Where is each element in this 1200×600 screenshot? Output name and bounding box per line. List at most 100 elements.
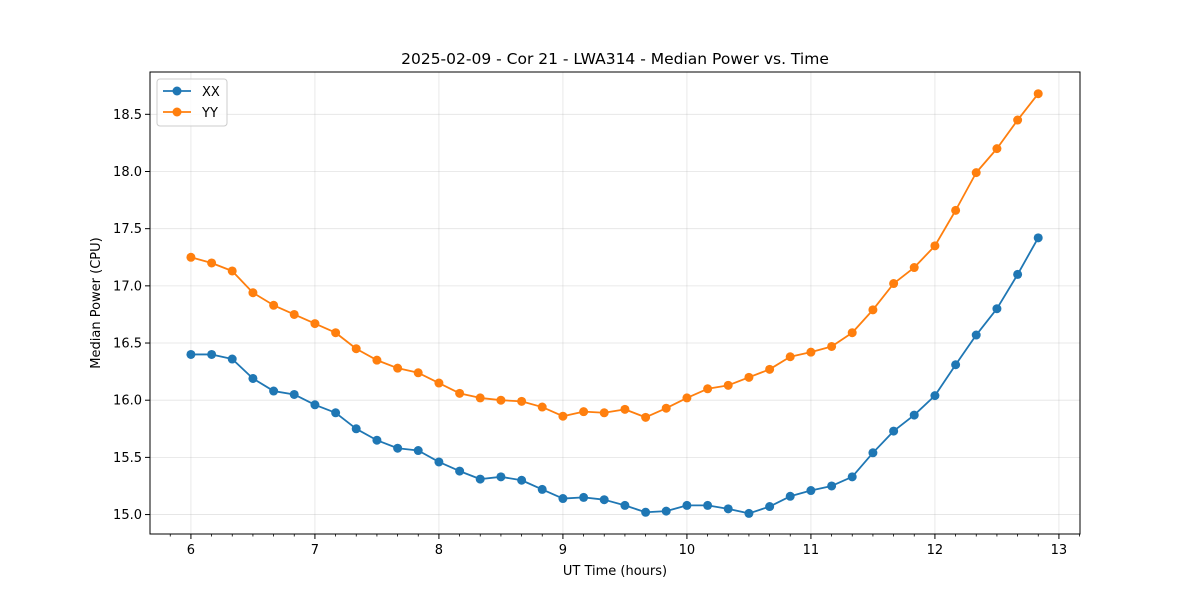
data-point-xx xyxy=(289,389,299,399)
data-point-xx xyxy=(227,354,237,364)
data-point-xx xyxy=(372,435,382,445)
data-point-yy xyxy=(475,393,485,403)
data-point-yy xyxy=(620,404,630,414)
x-tick-label: 9 xyxy=(559,543,567,558)
data-point-yy xyxy=(248,288,258,298)
x-tick-label: 12 xyxy=(927,543,944,558)
data-point-yy xyxy=(599,408,609,418)
data-point-xx xyxy=(455,466,465,476)
y-tick-label: 18.0 xyxy=(113,165,142,180)
data-point-xx xyxy=(744,508,754,518)
legend-label-xx: XX xyxy=(202,85,220,100)
data-point-xx xyxy=(579,492,589,502)
data-point-yy xyxy=(889,279,899,289)
x-tick-label: 13 xyxy=(1051,543,1068,558)
x-tick-label: 11 xyxy=(803,543,820,558)
x-tick-label: 8 xyxy=(435,543,443,558)
data-point-xx xyxy=(827,481,837,491)
data-point-yy xyxy=(289,309,299,319)
data-point-yy xyxy=(227,266,237,276)
data-point-yy xyxy=(930,241,940,251)
data-point-yy xyxy=(186,252,196,262)
data-point-xx xyxy=(641,507,651,517)
data-point-xx xyxy=(889,426,899,436)
data-point-yy xyxy=(372,355,382,365)
data-point-yy xyxy=(723,380,733,390)
x-tick-label: 10 xyxy=(679,543,696,558)
data-point-xx xyxy=(1033,233,1043,243)
data-point-yy xyxy=(351,344,361,354)
x-tick-label: 7 xyxy=(311,543,319,558)
data-point-xx xyxy=(207,349,217,359)
data-point-xx xyxy=(765,502,775,512)
series-xx xyxy=(186,233,1043,518)
data-point-xx xyxy=(248,373,258,383)
y-tick-label: 16.0 xyxy=(113,394,142,409)
data-point-yy xyxy=(909,263,919,273)
data-point-xx xyxy=(703,500,713,510)
data-point-xx xyxy=(413,446,423,456)
data-point-xx xyxy=(537,484,547,494)
data-point-yy xyxy=(455,388,465,398)
y-tick-label: 17.0 xyxy=(113,279,142,294)
x-axis: 6 7 8 9 10 11 12 13 xyxy=(169,534,1080,558)
legend-marker-yy xyxy=(172,107,182,117)
data-point-xx xyxy=(682,500,692,510)
data-point-yy xyxy=(1033,89,1043,99)
data-point-yy xyxy=(765,364,775,374)
data-point-xx xyxy=(785,491,795,501)
data-point-yy xyxy=(1013,115,1023,125)
data-point-yy xyxy=(951,205,961,215)
legend-entry-xx: XX xyxy=(163,85,220,100)
data-point-yy xyxy=(517,396,527,406)
data-point-yy xyxy=(971,168,981,178)
data-point-xx xyxy=(310,400,320,410)
data-point-xx xyxy=(599,495,609,505)
data-point-xx xyxy=(951,360,961,370)
data-point-yy xyxy=(434,378,444,388)
data-point-xx xyxy=(806,486,816,496)
data-point-xx xyxy=(331,408,341,418)
data-point-xx xyxy=(909,410,919,420)
series-layer xyxy=(186,89,1043,518)
legend-entry-yy: YY xyxy=(163,106,218,121)
data-point-xx xyxy=(930,391,940,401)
y-tick-label: 16.5 xyxy=(113,337,142,352)
data-point-xx xyxy=(496,472,506,482)
data-point-yy xyxy=(682,393,692,403)
data-point-yy xyxy=(413,368,423,378)
data-point-xx xyxy=(475,474,485,484)
data-point-xx xyxy=(393,443,403,453)
data-point-xx xyxy=(1013,269,1023,279)
chart-title: 2025-02-09 - Cor 21 - LWA314 - Median Po… xyxy=(401,50,829,68)
data-point-yy xyxy=(827,341,837,351)
data-point-yy xyxy=(806,347,816,357)
data-point-yy xyxy=(785,352,795,362)
data-point-yy xyxy=(393,363,403,373)
data-point-yy xyxy=(331,328,341,338)
data-point-xx xyxy=(620,500,630,510)
data-point-yy xyxy=(207,258,217,268)
data-point-yy xyxy=(661,403,671,413)
y-tick-label: 15.5 xyxy=(113,451,142,466)
y-tick-label: 18.5 xyxy=(113,108,142,123)
data-point-xx xyxy=(517,475,527,485)
data-point-xx xyxy=(434,457,444,467)
data-point-yy xyxy=(868,305,878,315)
data-point-yy xyxy=(641,412,651,422)
y-tick-label: 15.0 xyxy=(113,508,142,523)
x-axis-label: UT Time (hours) xyxy=(563,564,667,579)
data-point-xx xyxy=(351,424,361,434)
data-point-xx xyxy=(847,472,857,482)
data-point-xx xyxy=(558,494,568,504)
y-axis-label: Median Power (CPU) xyxy=(89,237,104,368)
data-point-yy xyxy=(496,395,506,405)
legend-marker-xx xyxy=(172,86,182,96)
data-point-xx xyxy=(992,304,1002,314)
plot-frame xyxy=(149,71,1081,535)
legend: XX YY xyxy=(156,78,228,127)
data-point-yy xyxy=(744,372,754,382)
y-tick-label: 17.5 xyxy=(113,222,142,237)
data-point-xx xyxy=(868,448,878,458)
